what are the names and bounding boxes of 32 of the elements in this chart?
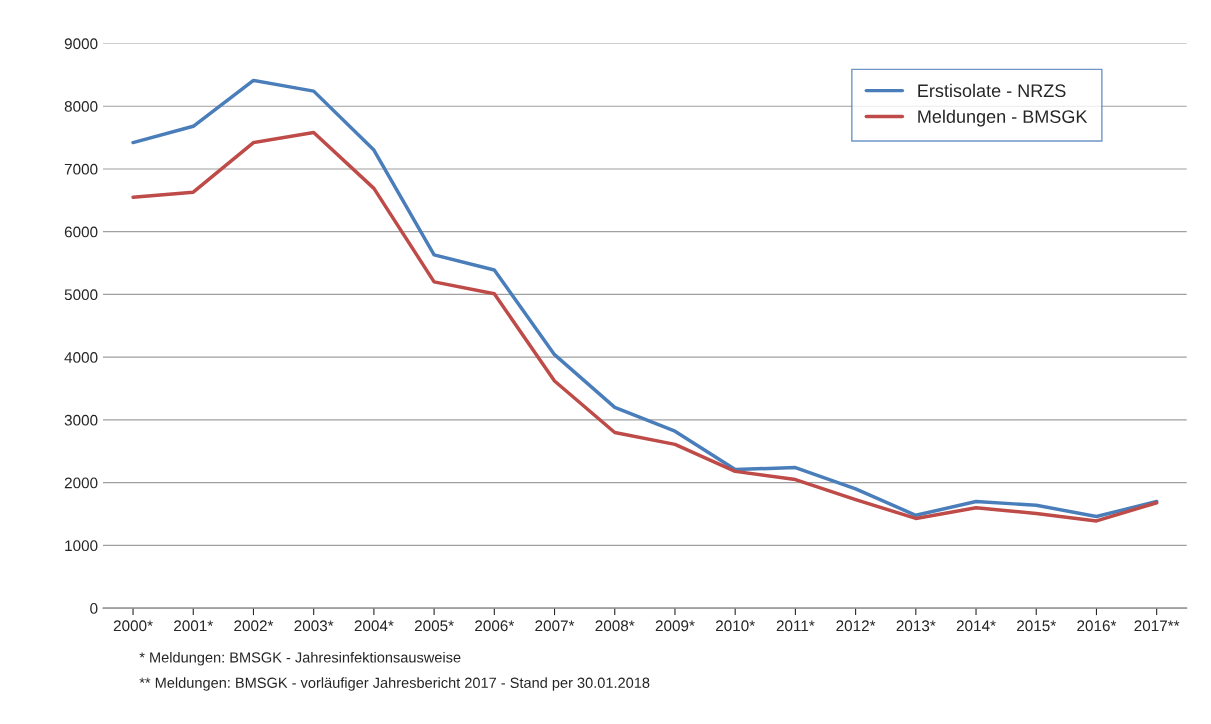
y-tick-label: 5000 <box>64 289 98 301</box>
y-tick-label: 0 <box>90 603 98 614</box>
x-tick-label: 2009* <box>655 620 695 632</box>
y-tick-label: 8000 <box>64 101 98 112</box>
x-tick-label: 2008* <box>595 620 635 632</box>
legend-label: Meldungen - BMSGK <box>918 109 1088 127</box>
x-tick-label: 2007* <box>535 620 575 632</box>
x-tick-label: 2005* <box>414 620 454 632</box>
x-tick-label: 2002* <box>234 620 274 632</box>
x-tick-label: 2015* <box>1017 620 1056 632</box>
text: * Meldungen: BMSGK - Jahresinfektionsausweise <box>139 651 461 666</box>
y-tick-label: 1000 <box>65 540 98 552</box>
legend-label: Erstisolate - NRZS <box>918 83 1066 98</box>
y-tick-label: 4000 <box>64 352 98 363</box>
y-tick-label: 6000 <box>64 226 98 238</box>
x-tick-label: 2004* <box>354 620 394 632</box>
y-tick-label: 9000 <box>64 38 98 50</box>
x-tick-label: 2001* <box>174 620 213 632</box>
x-tick-label: 2013* <box>896 620 936 632</box>
x-tick-label: 2017** <box>1134 620 1180 632</box>
y-tick-label: 7000 <box>64 163 98 175</box>
x-tick-label: 2011* <box>776 620 815 632</box>
y-tick-label: 3000 <box>64 414 98 426</box>
x-tick-label: 2010* <box>715 620 755 632</box>
x-tick-label: 2003* <box>294 620 334 632</box>
x-tick-label: 2012* <box>836 620 876 632</box>
x-tick-label: 2014* <box>956 620 996 632</box>
y-tick-label: 2000 <box>64 477 98 489</box>
text: ** Meldungen: BMSGK - vorläufiger Jahresbericht 2017 - Stand per 30.01.2018 <box>139 677 650 691</box>
x-tick-label: 2000* <box>113 620 153 632</box>
x-tick-label: 2006* <box>475 620 515 632</box>
x-tick-label: 2016* <box>1077 620 1117 632</box>
